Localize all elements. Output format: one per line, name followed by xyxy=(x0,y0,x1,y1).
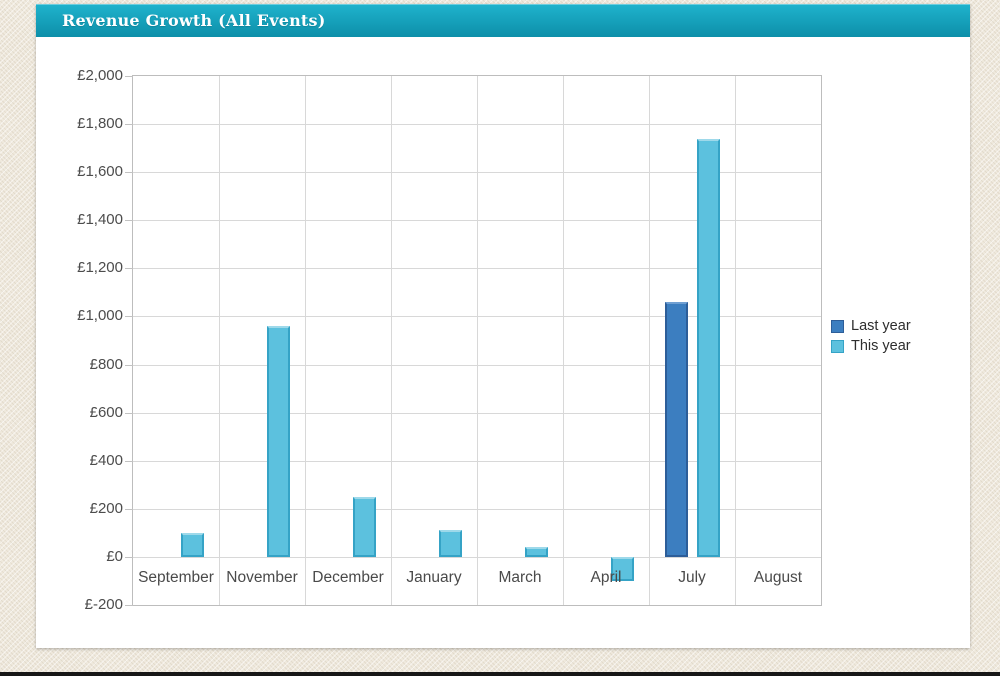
y-tick-label: £-200 xyxy=(84,596,123,613)
bar-last-year[interactable] xyxy=(664,302,688,557)
y-tick-label: £800 xyxy=(89,355,123,373)
y-axis-tick xyxy=(125,605,133,606)
y-axis-tick xyxy=(125,316,133,318)
y-tick-label: £600 xyxy=(89,403,123,421)
bar-this-year[interactable] xyxy=(180,532,204,557)
gridline-v xyxy=(563,76,564,605)
bar-this-year[interactable] xyxy=(524,547,548,557)
legend-item-last-year[interactable]: Last year xyxy=(831,316,911,336)
y-axis-tick xyxy=(125,220,133,222)
x-category-label: September xyxy=(138,568,214,586)
y-axis-tick xyxy=(125,76,133,77)
y-axis-tick xyxy=(125,412,133,414)
y-tick-label: £1,600 xyxy=(77,163,123,181)
x-category-label: January xyxy=(406,568,462,586)
bar-this-year[interactable] xyxy=(610,556,634,581)
legend-label: This year xyxy=(851,338,911,354)
y-axis-tick xyxy=(125,508,133,510)
panel-title: Revenue Growth (All Events) xyxy=(62,11,326,30)
last-year-swatch-icon xyxy=(831,319,844,333)
y-tick-label: £200 xyxy=(89,499,123,517)
x-category-label: April xyxy=(590,568,622,586)
chart-legend: Last year This year xyxy=(831,316,911,356)
x-category-label: July xyxy=(678,568,706,586)
y-tick-label: £1,000 xyxy=(77,307,123,325)
y-axis-tick xyxy=(125,460,133,462)
gridline-v xyxy=(649,76,650,605)
y-tick-label: £1,200 xyxy=(77,259,123,277)
y-axis-tick xyxy=(125,556,133,558)
bar-this-year[interactable] xyxy=(438,530,462,557)
gridline-v xyxy=(477,76,478,605)
gridline-v xyxy=(305,76,306,605)
bar-this-year[interactable] xyxy=(266,326,290,557)
x-category-label: March xyxy=(498,568,542,586)
bar-this-year[interactable] xyxy=(352,496,376,557)
y-tick-label: £1,800 xyxy=(77,115,123,133)
y-axis-tick xyxy=(125,364,133,366)
y-axis-tick xyxy=(125,268,133,270)
revenue-growth-panel: Revenue Growth (All Events) £-200 £0 £200 £… xyxy=(36,4,970,648)
x-category-label: August xyxy=(753,568,803,586)
legend-label: Last year xyxy=(851,318,911,334)
x-category-label: December xyxy=(312,568,384,586)
bar-this-year[interactable] xyxy=(696,138,720,557)
panel-header: Revenue Growth (All Events) xyxy=(36,4,970,37)
gridline-v xyxy=(735,76,736,605)
plot-area: £-200 £0 £200 £400 £600 £800 £1,000 £1,200 £1,40… xyxy=(77,67,822,613)
y-axis-tick xyxy=(125,172,133,174)
legend-item-this-year[interactable]: This year xyxy=(831,336,911,356)
gridline-v xyxy=(391,76,392,605)
this-year-swatch-icon xyxy=(831,339,844,353)
gridline-v xyxy=(219,76,220,605)
y-tick-label: £400 xyxy=(89,451,123,469)
y-tick-label: £2,000 xyxy=(77,67,123,84)
y-tick-label: £1,400 xyxy=(77,211,123,229)
y-axis-tick xyxy=(125,124,133,126)
bottom-task-strip xyxy=(0,672,1000,676)
y-tick-label: £0 xyxy=(106,547,123,565)
x-category-label: November xyxy=(226,568,298,586)
